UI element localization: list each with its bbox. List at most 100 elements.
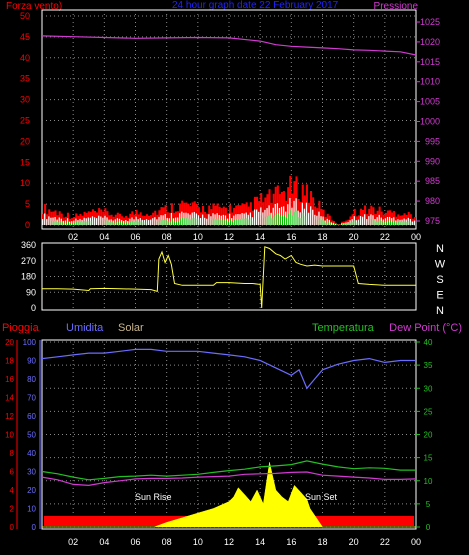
wind-avg-bar (374, 218, 376, 225)
wind-avg-bar (249, 212, 252, 225)
wind-avg-bar (220, 215, 222, 225)
solar-area (42, 462, 416, 528)
wind-low-bar (230, 218, 232, 225)
wind-low-bar (59, 220, 61, 225)
wind-avg-bar (87, 217, 89, 225)
x-tick-label: 04 (99, 232, 109, 242)
wind-low-bar (97, 221, 99, 225)
humidity-tick-label: 40 (27, 449, 36, 458)
wind-low-bar (408, 221, 410, 225)
wind-low-bar (144, 222, 146, 225)
pressure-tick-label: 1015 (420, 57, 440, 67)
wind-avg-bar (361, 216, 364, 225)
wind-avg-bar (372, 215, 374, 225)
wind-low-bar (217, 218, 219, 225)
wind-avg-bar (293, 200, 295, 225)
temperature-label: Temperatura (312, 322, 375, 334)
pressure-tick-label: 990 (425, 156, 440, 166)
wind-low-bar (138, 221, 140, 225)
wind-low-bar (373, 219, 375, 225)
wind-low-bar (294, 211, 296, 225)
wind-tick-label: 10 (20, 178, 30, 188)
wind-avg-bar (324, 220, 326, 225)
wind-low-bar (203, 219, 205, 225)
wind-low-bar (392, 221, 394, 225)
wind-low-bar (182, 217, 184, 225)
wind-avg-bar (118, 218, 121, 225)
wind-avg-bar (349, 220, 351, 225)
wind-avg-bar (274, 204, 276, 225)
wind-avg-bar (413, 220, 416, 225)
wind-low-bar (90, 221, 92, 225)
wind-avg-bar (145, 219, 148, 225)
grid-lines (42, 10, 416, 529)
temperature-tick-label: 0 (426, 523, 431, 532)
wind-low-bar (180, 218, 182, 225)
wind-low-bar (119, 221, 121, 225)
wind-avg-bar (283, 206, 285, 225)
humidity-tick-label: 100 (23, 338, 37, 347)
wind-low-bar (184, 218, 186, 225)
wind-low-bar (246, 218, 248, 225)
wind-low-bar (315, 219, 317, 225)
wind-avg-bar (189, 214, 191, 225)
wind-avg-bar (91, 216, 94, 225)
wind-low-bar (406, 221, 408, 225)
wind-avg-bar (268, 205, 270, 225)
humidity-tick-label: 20 (27, 486, 36, 495)
wind-low-bar (86, 221, 88, 225)
wind-low-bar (265, 216, 267, 225)
wind-low-bar (259, 217, 261, 225)
wind-avg-bar (110, 219, 112, 225)
wind-avg-bar (135, 216, 137, 225)
rain-tick-label: 4 (10, 486, 15, 495)
dewpoint-line (41, 471, 417, 487)
wind-low-bar (394, 220, 396, 225)
wind-avg-bar (262, 212, 264, 225)
pressure-tick-label: 1025 (420, 17, 440, 27)
wind-low-bar (261, 215, 263, 225)
compass-label: N (436, 305, 444, 317)
wind-low-bar (207, 221, 209, 225)
wind-avg-bar (393, 217, 395, 225)
wind-avg-bar (133, 219, 135, 225)
wind-avg-bar (54, 216, 56, 225)
wind-avg-bar (322, 216, 324, 225)
wind-avg-bar (102, 217, 104, 225)
wind-avg-bar (366, 219, 368, 225)
wind-low-bar (308, 218, 311, 225)
wind-avg-bar (174, 217, 177, 225)
wind-low-bar (273, 215, 275, 225)
sunset-label: Sun Set (305, 492, 338, 502)
wind-avg-bar (256, 209, 258, 225)
wind-avg-bar (139, 218, 141, 225)
wind-low-bar (47, 221, 49, 225)
wind-low-bar (236, 219, 238, 225)
temperature-tick-label: 35 (424, 361, 433, 370)
wind-avg-bar (289, 197, 291, 225)
wind-low-bar (313, 216, 315, 225)
wind-avg-bar (201, 214, 204, 225)
wind-low-bar (240, 219, 242, 225)
wind-avg-bar (129, 218, 131, 225)
wind-avg-bar (243, 213, 245, 225)
x-tick-label: 06 (130, 537, 140, 547)
wind-avg-bar (191, 212, 193, 225)
wind-low-bar (134, 221, 136, 225)
wind-low-bar (124, 222, 126, 225)
rain-tick-label: 18 (5, 357, 14, 366)
wind-low-bar (363, 220, 365, 225)
wind-low-bar (74, 222, 76, 225)
wind-avg-bar (403, 218, 405, 225)
wind-avg-bar (245, 212, 247, 225)
wind-low-bar (298, 217, 300, 225)
wind-avg-bar (353, 216, 355, 225)
temperature-tick-label: 15 (424, 454, 433, 463)
wind-low-bar (55, 220, 57, 225)
wind-tick-label: 0 (25, 220, 30, 230)
wind-avg-bar (104, 215, 106, 225)
wind-low-bar (80, 221, 82, 225)
wind-low-bar (186, 218, 188, 225)
wind-low-bar (284, 214, 286, 225)
wind-avg-bar (276, 203, 279, 225)
